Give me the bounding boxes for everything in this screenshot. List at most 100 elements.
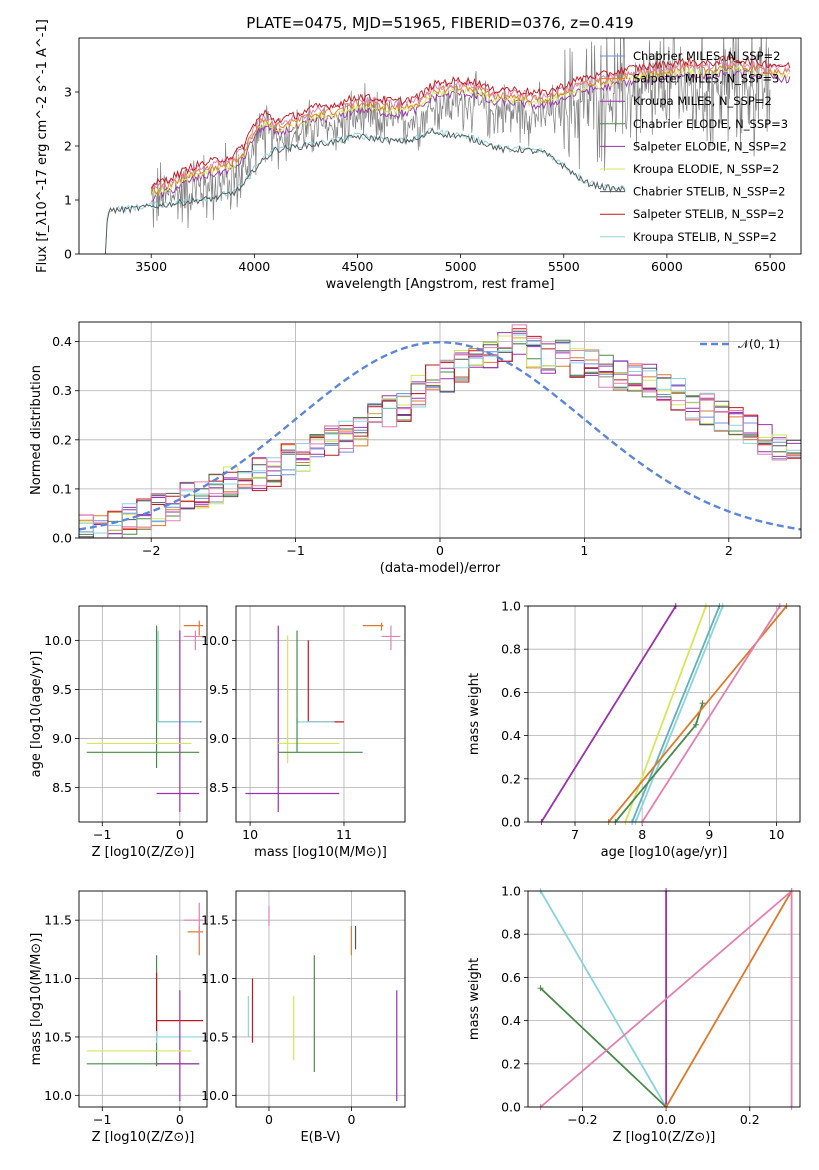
legend-label-6: Chabrier STELIB, N_SSP=2 [633,185,785,199]
ytick-label-age-vs-mass-1: 9.0 [209,731,229,746]
ylabel-mass-weight-vs-Z: mass weight [467,958,482,1040]
figure-title: PLATE=0475, MJD=51965, FIBERID=0376, z=0… [246,14,633,32]
xtick-label-age-vs-mass-1: 11 [336,827,352,842]
xtick-label-residuals-1: −1 [286,543,304,558]
ytick-label-mass-vs-EBV-2: 11.0 [201,971,229,986]
xtick-label-age-vs-Z-0: −1 [93,827,111,842]
axes-frame-mass-vs-EBV [235,890,406,1108]
ytick-label-mass-vs-EBV-0: 10.0 [201,1088,229,1103]
ytick-label-age-vs-Z-3: 10.0 [44,633,72,648]
ytick-label-residuals-2: 0.2 [52,432,72,447]
ytick-label-age-vs-Z-2: 9.5 [52,682,72,697]
legend-label-5: Kroupa ELODIE, N_SSP=2 [633,162,779,176]
ytick-label-age-vs-mass-0: 8.5 [209,780,229,795]
ytick-label-age-vs-Z-1: 9.0 [52,731,72,746]
ytick-label-mass-weight-vs-age-2: 0.4 [501,728,521,743]
axes-frame-age-vs-mass [235,605,406,823]
ytick-label-mass-weight-vs-Z-2: 0.4 [501,1013,521,1028]
xtick-label-spectrum-3: 5000 [445,259,477,274]
xtick-label-age-vs-Z-1: 0 [176,827,184,842]
ytick-label-age-vs-mass-3: 10.0 [201,633,229,648]
weight-line-mass-weight-vs-age-0 [540,605,677,823]
spectrum-data-line [150,38,771,229]
ytick-label-residuals-1: 0.1 [52,481,72,496]
ylabel-mass-vs-Z: mass [log10(M/M⊙)] [29,933,44,1066]
xtick-label-spectrum-0: 3500 [135,259,167,274]
weight-line-mass-weight-vs-age-2 [634,605,724,823]
gaussian-curve [78,340,802,531]
legend-label-8: Kroupa STELIB, N_SSP=2 [633,230,777,244]
ytick-label-age-vs-Z-0: 8.5 [52,780,72,795]
axes-frame-spectrum [78,37,802,255]
ytick-label-mass-weight-vs-Z-0: 0.0 [501,1100,521,1115]
xlabel-age-vs-Z: Z [log10(Z/Z⊙)] [92,845,195,860]
xtick-label-residuals-4: 2 [725,543,733,558]
ytick-label-mass-vs-EBV-3: 11.5 [201,913,229,928]
ytick-label-spectrum-3: 3 [64,85,72,100]
xlabel-mass-weight-vs-age: age [log10(age/yr)] [601,845,728,860]
ytick-label-mass-weight-vs-Z-1: 0.2 [501,1056,521,1071]
weight-line-mass-weight-vs-Z-3 [665,890,793,1108]
xtick-label-mass-weight-vs-age-3: 10 [769,827,785,842]
xtick-label-mass-vs-EBV-1: 0 [347,1112,355,1127]
xtick-label-spectrum-6: 6500 [754,259,786,274]
xtick-label-spectrum-4: 5500 [548,259,580,274]
ytick-label-mass-weight-vs-age-3: 0.6 [501,685,521,700]
weight-line-mass-weight-vs-age-1 [624,605,707,823]
xtick-label-age-vs-mass-0: 10 [242,827,258,842]
xlabel-mass-vs-Z: Z [log10(Z/Z⊙)] [92,1130,195,1145]
weight-line-mass-weight-vs-age-3 [631,605,721,823]
legend-label-1: Salpeter MILES, N_SSP=3 [633,72,779,86]
ytick-label-residuals-0: 0.0 [52,531,72,546]
ylabel-age-vs-Z: age [log10(age/yr)] [29,651,44,778]
ytick-label-residuals-4: 0.4 [52,334,72,349]
ytick-label-mass-vs-Z-3: 11.5 [44,913,72,928]
axes-frame-mass-weight-vs-age [527,605,801,823]
axes-frame-mass-vs-Z [78,890,208,1108]
xtick-label-spectrum-5: 6000 [651,259,683,274]
xtick-label-residuals-2: 0 [436,543,444,558]
xtick-label-mass-weight-vs-age-0: 7 [571,827,579,842]
weight-line-mass-weight-vs-Z-1 [539,987,667,1108]
xtick-label-spectrum-1: 4000 [238,259,270,274]
spectrum-model-high-2 [150,61,791,195]
xtick-label-mass-vs-Z-1: 0 [176,1112,184,1127]
spectrum-model-high-4 [150,53,791,189]
xtick-label-mass-weight-vs-Z-2: 0.2 [740,1112,760,1127]
ytick-label-spectrum-1: 1 [64,193,72,208]
xtick-label-residuals-0: −2 [142,543,160,558]
ytick-label-mass-vs-Z-2: 11.0 [44,971,72,986]
legend-label-7: Salpeter STELIB, N_SSP=2 [633,207,784,221]
xlabel-mass-weight-vs-Z: Z [log10(Z/Z⊙)] [613,1130,716,1145]
xtick-label-residuals-3: 1 [580,543,588,558]
ytick-label-mass-weight-vs-age-1: 0.2 [501,771,521,786]
ytick-label-spectrum-0: 0 [64,247,72,262]
xlabel-spectrum: wavelength [Angstrom, rest frame] [326,277,555,292]
xlabel-mass-vs-EBV: E(B-V) [300,1130,340,1145]
ytick-label-residuals-3: 0.3 [52,383,72,398]
ytick-label-age-vs-mass-2: 9.5 [209,682,229,697]
spectrum-model-high-1 [150,63,790,197]
ytick-label-mass-weight-vs-age-0: 0.0 [501,815,521,830]
xtick-label-mass-weight-vs-age-2: 9 [705,827,713,842]
legend-gaussian-label: 𝒩(0, 1) [738,337,780,351]
xtick-label-mass-weight-vs-Z-0: −0.2 [567,1112,597,1127]
ylabel-spectrum: Flux [f_λ10^-17 erg cm^-2 s^-1 A^-1] [35,19,50,273]
spectrum-model-high-3 [150,60,791,189]
ylabel-residuals: Normed distribution [29,365,44,495]
xtick-label-mass-weight-vs-age-1: 8 [638,827,646,842]
ytick-label-mass-weight-vs-age-4: 0.8 [501,642,521,657]
spectrum-model-low-1 [103,127,626,254]
axes-frame-age-vs-Z [78,605,208,823]
weight-line-mass-weight-vs-Z-0 [539,890,667,1108]
ytick-label-mass-weight-vs-Z-5: 1.0 [501,884,521,899]
ytick-label-mass-vs-Z-0: 10.0 [44,1088,72,1103]
ytick-label-spectrum-2: 2 [64,139,72,154]
xtick-label-mass-weight-vs-Z-1: 0.0 [656,1112,676,1127]
ylabel-mass-weight-vs-age: mass weight [467,673,482,755]
xtick-label-mass-vs-Z-0: −1 [93,1112,111,1127]
xlabel-residuals: (data-model)/error [380,561,501,576]
ytick-label-mass-vs-EBV-1: 10.5 [201,1029,229,1044]
legend-label-0: Chabrier MILES, N_SSP=2 [633,49,780,63]
